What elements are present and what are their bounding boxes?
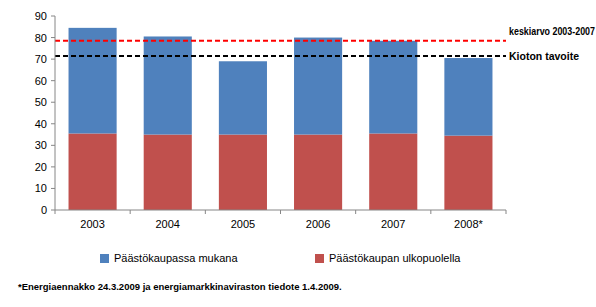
y-tick bbox=[51, 80, 55, 81]
bar bbox=[294, 135, 342, 210]
bar bbox=[219, 61, 267, 134]
bar bbox=[219, 135, 267, 210]
y-tick-label: 10 bbox=[35, 182, 47, 194]
y-tick bbox=[51, 16, 55, 17]
legend-swatch bbox=[315, 254, 324, 263]
y-tick-label: 40 bbox=[35, 118, 47, 130]
y-tick bbox=[51, 123, 55, 124]
bar bbox=[369, 41, 417, 134]
x-tick-label: 2007 bbox=[381, 218, 405, 230]
bar bbox=[144, 36, 192, 134]
x-tick-label: 2008* bbox=[454, 218, 483, 230]
y-tick-label: 30 bbox=[35, 139, 47, 151]
bar bbox=[69, 133, 117, 210]
y-tick bbox=[51, 102, 55, 103]
chart: 0 10 20 30 40 50 60 70 80 90 2003 2004 2005 2006 2007 2… bbox=[0, 0, 596, 307]
annotation-label: Kioton tavoite bbox=[509, 50, 579, 62]
y-tick bbox=[51, 37, 55, 38]
x-tick bbox=[205, 210, 206, 214]
y-tick-label: 50 bbox=[35, 96, 47, 108]
x-tick-label: 2006 bbox=[306, 218, 330, 230]
y-tick bbox=[51, 145, 55, 146]
y-tick bbox=[51, 188, 55, 189]
x-tick-label: 2003 bbox=[80, 218, 104, 230]
x-tick bbox=[280, 210, 281, 214]
y-tick bbox=[51, 166, 55, 167]
legend-swatch bbox=[100, 254, 109, 263]
legend-label: Päästökaupassa mukana bbox=[114, 252, 238, 264]
y-axis bbox=[55, 16, 56, 210]
bar bbox=[444, 58, 492, 136]
y-tick bbox=[51, 210, 55, 211]
y-tick-label: 90 bbox=[35, 10, 47, 22]
y-tick-label: 70 bbox=[35, 53, 47, 65]
bar bbox=[444, 136, 492, 210]
x-tick-label: 2005 bbox=[231, 218, 255, 230]
x-tick bbox=[130, 210, 131, 214]
annotation-label: keskiarvo 2003-2007 bbox=[509, 25, 595, 37]
bar bbox=[69, 28, 117, 134]
x-tick bbox=[55, 210, 56, 214]
y-tick-label: 20 bbox=[35, 161, 47, 173]
reference-line bbox=[55, 55, 506, 57]
y-tick-label: 0 bbox=[41, 204, 47, 216]
y-tick-label: 80 bbox=[35, 32, 47, 44]
bar bbox=[294, 38, 342, 135]
x-tick bbox=[355, 210, 356, 214]
x-tick-label: 2004 bbox=[156, 218, 180, 230]
x-tick bbox=[430, 210, 431, 214]
bar bbox=[144, 135, 192, 210]
y-tick bbox=[51, 59, 55, 60]
reference-line bbox=[55, 40, 506, 42]
footnote: *Energiaennakko 24.3.2009 ja energiamark… bbox=[18, 281, 342, 292]
legend-label: Päästökaupan ulkopuolella bbox=[329, 252, 461, 264]
y-tick-label: 60 bbox=[35, 75, 47, 87]
bar bbox=[369, 133, 417, 210]
x-tick bbox=[506, 210, 507, 214]
plot-area bbox=[55, 28, 506, 210]
